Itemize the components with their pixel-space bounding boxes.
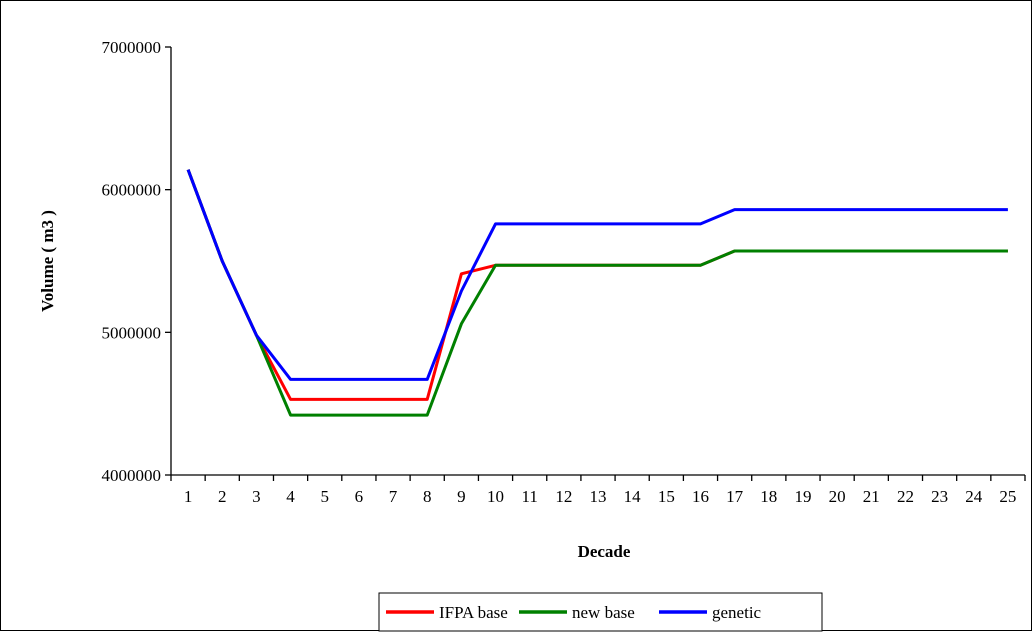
x-tick-label: 24: [965, 487, 983, 506]
x-tick-label: 1: [184, 487, 193, 506]
x-tick-label: 4: [286, 487, 295, 506]
x-tick-label: 5: [320, 487, 329, 506]
y-tick-label: 5000000: [102, 323, 162, 342]
x-tick-label: 25: [999, 487, 1016, 506]
x-tick-label: 8: [423, 487, 432, 506]
x-tick-label: 10: [487, 487, 504, 506]
x-tick-label: 15: [658, 487, 675, 506]
y-tick-label: 7000000: [102, 38, 162, 57]
y-axis-title: Volume ( m3 ): [38, 210, 57, 312]
x-tick-label: 22: [897, 487, 914, 506]
x-tick-label: 7: [389, 487, 398, 506]
x-tick-label: 2: [218, 487, 227, 506]
y-tick-label: 4000000: [102, 466, 162, 485]
x-tick-label: 14: [624, 487, 642, 506]
legend-label: IFPA base: [439, 603, 508, 622]
y-tick-label: 6000000: [102, 181, 162, 200]
x-tick-label: 11: [521, 487, 537, 506]
x-tick-label: 6: [355, 487, 364, 506]
y-axis: 4000000 5000000 6000000 7000000: [102, 38, 172, 485]
x-tick-label: 17: [726, 487, 744, 506]
x-tick-label: 20: [829, 487, 846, 506]
x-tick-label: 3: [252, 487, 261, 506]
legend-label: new base: [572, 603, 635, 622]
x-axis-title: Decade: [578, 542, 631, 561]
x-tick-label: 9: [457, 487, 466, 506]
x-tick-label: 12: [555, 487, 572, 506]
x-tick-label: 16: [692, 487, 709, 506]
legend: IFPA base new base genetic: [378, 592, 823, 632]
series-line-ifpa-base: [186, 169, 1008, 401]
x-axis: 1 2 3 4 5 6 7 8 9 10 11 12 13 14 15 16 17 18 19 20 21 22 23 24 2…: [170, 474, 1026, 506]
x-tick-label: 21: [863, 487, 880, 506]
x-tick-label: 19: [794, 487, 811, 506]
legend-label: genetic: [712, 603, 762, 622]
series-line-new-base: [186, 169, 1008, 417]
x-tick-label: 13: [590, 487, 607, 506]
legend-box: [378, 592, 823, 632]
x-tick-label: 18: [760, 487, 777, 506]
series-lines: [186, 169, 1008, 417]
x-tick-label: 23: [931, 487, 948, 506]
series-line-genetic: [186, 169, 1008, 381]
